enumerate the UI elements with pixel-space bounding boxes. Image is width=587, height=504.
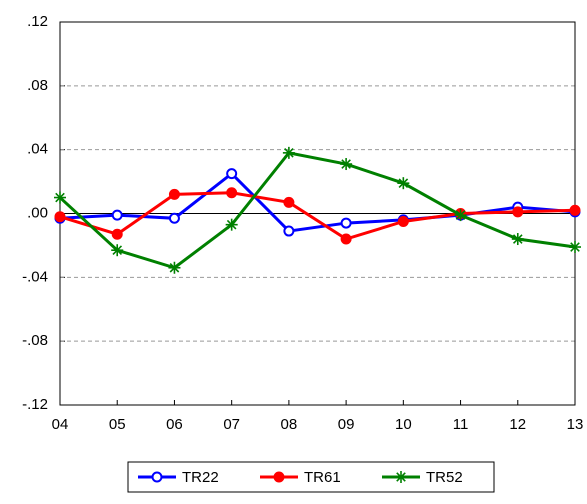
x-tick-label: 07 (223, 416, 240, 433)
x-tick-label: 12 (509, 416, 526, 433)
legend-label: TR61 (304, 469, 341, 486)
x-tick-label: 09 (338, 416, 355, 433)
legend-label: TR22 (182, 469, 219, 486)
y-tick-label: .12 (27, 13, 48, 30)
marker-stroke (455, 210, 466, 220)
marker (397, 215, 409, 227)
marker (397, 177, 410, 190)
marker (54, 211, 66, 223)
marker (226, 168, 238, 180)
marker-stroke (112, 245, 123, 256)
marker (340, 233, 352, 245)
y-tick-label: -.08 (22, 332, 48, 349)
marker-stroke (55, 192, 65, 203)
marker (168, 212, 180, 224)
marker (283, 196, 295, 208)
y-tick-label: .08 (27, 77, 48, 94)
y-tick-label: .00 (27, 204, 48, 221)
marker (512, 206, 524, 218)
marker (226, 187, 238, 199)
legend: TR22 TR61 TR52 (127, 461, 495, 493)
y-tick-label: -.12 (22, 396, 48, 413)
marker (111, 228, 123, 240)
x-tick-label: 04 (52, 416, 69, 433)
x-tick-label: 05 (109, 416, 126, 433)
marker-stroke (284, 148, 294, 158)
marker (111, 209, 123, 221)
series-line (59, 171, 576, 233)
x-tick-label: 10 (395, 416, 412, 433)
legend-label: TR52 (426, 469, 463, 486)
x-tick-label: 11 (453, 416, 469, 433)
marker (168, 261, 181, 274)
marker (225, 218, 238, 231)
series-line (58, 151, 576, 270)
series-line (59, 191, 576, 241)
marker (454, 209, 467, 222)
marker (569, 204, 581, 216)
marker (283, 225, 295, 237)
marker (273, 471, 285, 483)
marker (168, 188, 180, 200)
marker-stroke (226, 219, 237, 230)
x-tick-label: 06 (166, 416, 183, 433)
y-tick-label: -.04 (22, 268, 48, 285)
marker-stroke (398, 178, 409, 188)
x-tick-label: 13 (567, 416, 584, 433)
y-tick-label: .04 (27, 141, 48, 158)
marker (111, 244, 124, 257)
marker (282, 146, 295, 159)
legend-box (127, 461, 495, 493)
marker-stroke (570, 242, 580, 252)
marker (151, 471, 163, 483)
marker-stroke (341, 159, 351, 169)
marker (340, 217, 352, 229)
marker (54, 191, 66, 204)
x-tick-label: 08 (281, 416, 298, 433)
marker-stroke (512, 234, 523, 244)
marker (569, 241, 581, 254)
marker-stroke (396, 472, 406, 482)
marker (511, 233, 524, 246)
marker (395, 471, 407, 483)
marker-stroke (169, 262, 180, 273)
marker (340, 158, 353, 171)
